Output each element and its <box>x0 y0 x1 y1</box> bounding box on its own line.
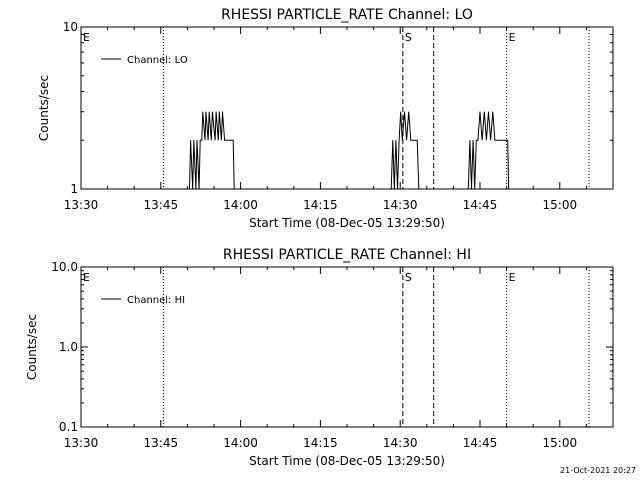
panel-2-xlabel: Start Time (08-Dec-05 13:29:50) <box>249 454 445 468</box>
panel-2-ylabel: Counts/sec <box>25 314 39 380</box>
panel-1-series-line <box>189 111 510 190</box>
panel-2-legend-label: Channel: HI <box>127 295 185 306</box>
panel-2-y-tick-label: 0.1 <box>59 420 78 434</box>
panel-1-x-tick-label: 15:00 <box>543 198 578 212</box>
panel-2-x-tick-label: 13:30 <box>64 436 99 450</box>
panel-1-plot-frame <box>80 26 614 190</box>
panel-1-marker-label: E <box>509 31 516 44</box>
panel-2-marker-label: E <box>509 271 516 284</box>
panel-2-x-tick-label: 14:00 <box>223 436 258 450</box>
panel-1-x-tick-label: 14:45 <box>463 198 498 212</box>
panel-1-x-tick-label: 14:15 <box>303 198 338 212</box>
generation-timestamp: 21-Oct-2021 20:27 <box>560 466 636 475</box>
panel-1-y-tick-label: 1 <box>70 182 78 196</box>
panel-2-x-tick-label: 14:45 <box>463 436 498 450</box>
panel-1-x-tick-label: 13:30 <box>64 198 99 212</box>
panel-2-x-tick-label: 14:30 <box>383 436 418 450</box>
panel-2-x-tick-label: 15:00 <box>543 436 578 450</box>
panel-1-xlabel: Start Time (08-Dec-05 13:29:50) <box>249 216 445 230</box>
panel-1-ylabel: Counts/sec <box>37 75 51 141</box>
panel-1-legend-label: Channel: LO <box>127 55 188 66</box>
panel-1-marker-label: S <box>405 31 412 44</box>
panel-2-plot-frame <box>80 266 614 428</box>
panel-1-title: RHESSI PARTICLE_RATE Channel: LO <box>221 7 473 23</box>
panel-1-x-tick-label: 14:00 <box>223 198 258 212</box>
panel-2-y-tick-label: 1.0 <box>59 340 78 354</box>
panel-1-x-tick-label: 14:30 <box>383 198 418 212</box>
panel-1-marker-label: E <box>83 31 90 44</box>
panel-1-y-tick-label: 10 <box>63 20 78 34</box>
panel-2-y-tick-label: 10.0 <box>51 260 78 274</box>
panel-1-x-tick-label: 13:45 <box>144 198 179 212</box>
panel-2-x-tick-label: 14:15 <box>303 436 338 450</box>
panel-2-marker-label: S <box>405 271 412 284</box>
panel-2-title: RHESSI PARTICLE_RATE Channel: HI <box>223 247 471 263</box>
panel-2-x-tick-label: 13:45 <box>144 436 179 450</box>
panel-2-marker-label: E <box>83 271 90 284</box>
